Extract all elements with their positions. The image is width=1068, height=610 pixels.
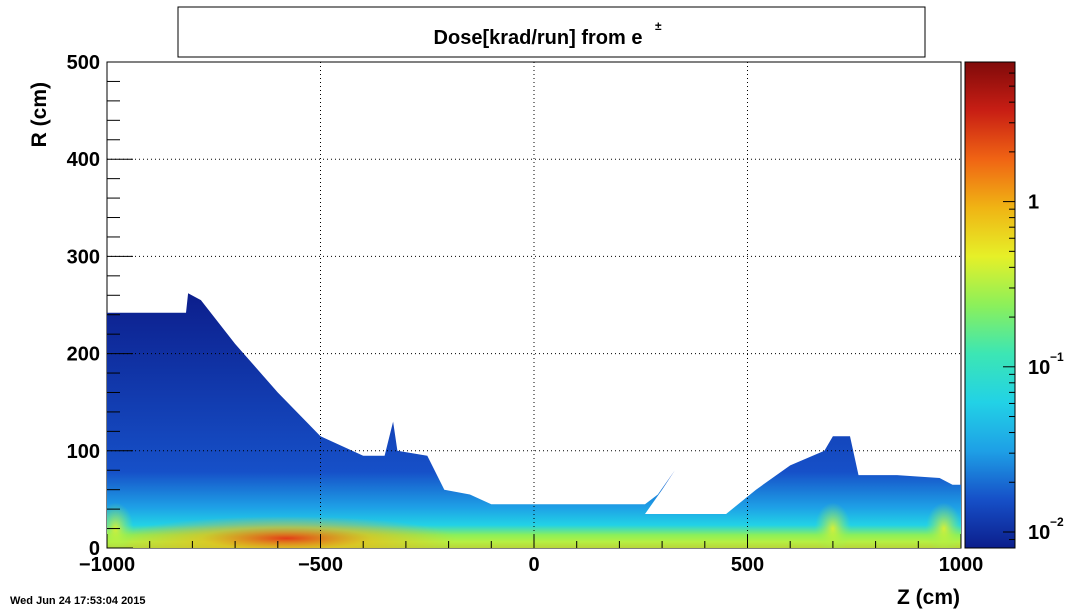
- x-tick-label-2: 0: [528, 554, 539, 576]
- x-axis-title: Z (cm): [897, 586, 960, 609]
- colorbar-tick-label-2: 10: [1028, 522, 1050, 544]
- y-axis-title: R (cm): [28, 82, 51, 147]
- colorbar-ticks: 110−110−2: [1003, 61, 1064, 549]
- y-tick-label-3: 300: [67, 246, 100, 268]
- axes: −1000 −500 0 500 1000 0 100 200 300 400 500: [67, 52, 984, 576]
- hotspot-2: [814, 502, 851, 548]
- colorbar-tick-exponent-1: −1: [1050, 350, 1064, 364]
- timestamp: Wed Jun 24 17:53:04 2015: [10, 595, 146, 607]
- x-tick-label-3: 500: [731, 554, 764, 576]
- title-box: [177, 6, 926, 58]
- y-tick-label-4: 400: [67, 149, 100, 171]
- y-tick-label-5: 500: [67, 52, 100, 74]
- colorbar-tick-label-1: 10: [1028, 357, 1050, 379]
- grid-lines: [107, 62, 961, 548]
- hotspot-3: [925, 502, 961, 548]
- x-tick-label-0: −1000: [79, 554, 135, 576]
- dose-region: [107, 293, 961, 548]
- y-tick-label-2: 200: [67, 344, 100, 366]
- colorbar-tick-label-0: 1: [1028, 192, 1039, 214]
- y-tick-label-1: 100: [67, 441, 100, 463]
- y-tick-label-0: 0: [89, 538, 100, 560]
- hotspot-0: [116, 516, 457, 548]
- chart-title: Dose[krad/run] from e: [434, 27, 643, 49]
- x-tick-label-1: −500: [298, 554, 343, 576]
- chart-title-superscript: ±: [655, 19, 662, 33]
- colorbar: [964, 61, 1016, 549]
- x-tick-label-4: 1000: [939, 554, 984, 576]
- colorbar-tick-exponent-2: −2: [1050, 515, 1064, 529]
